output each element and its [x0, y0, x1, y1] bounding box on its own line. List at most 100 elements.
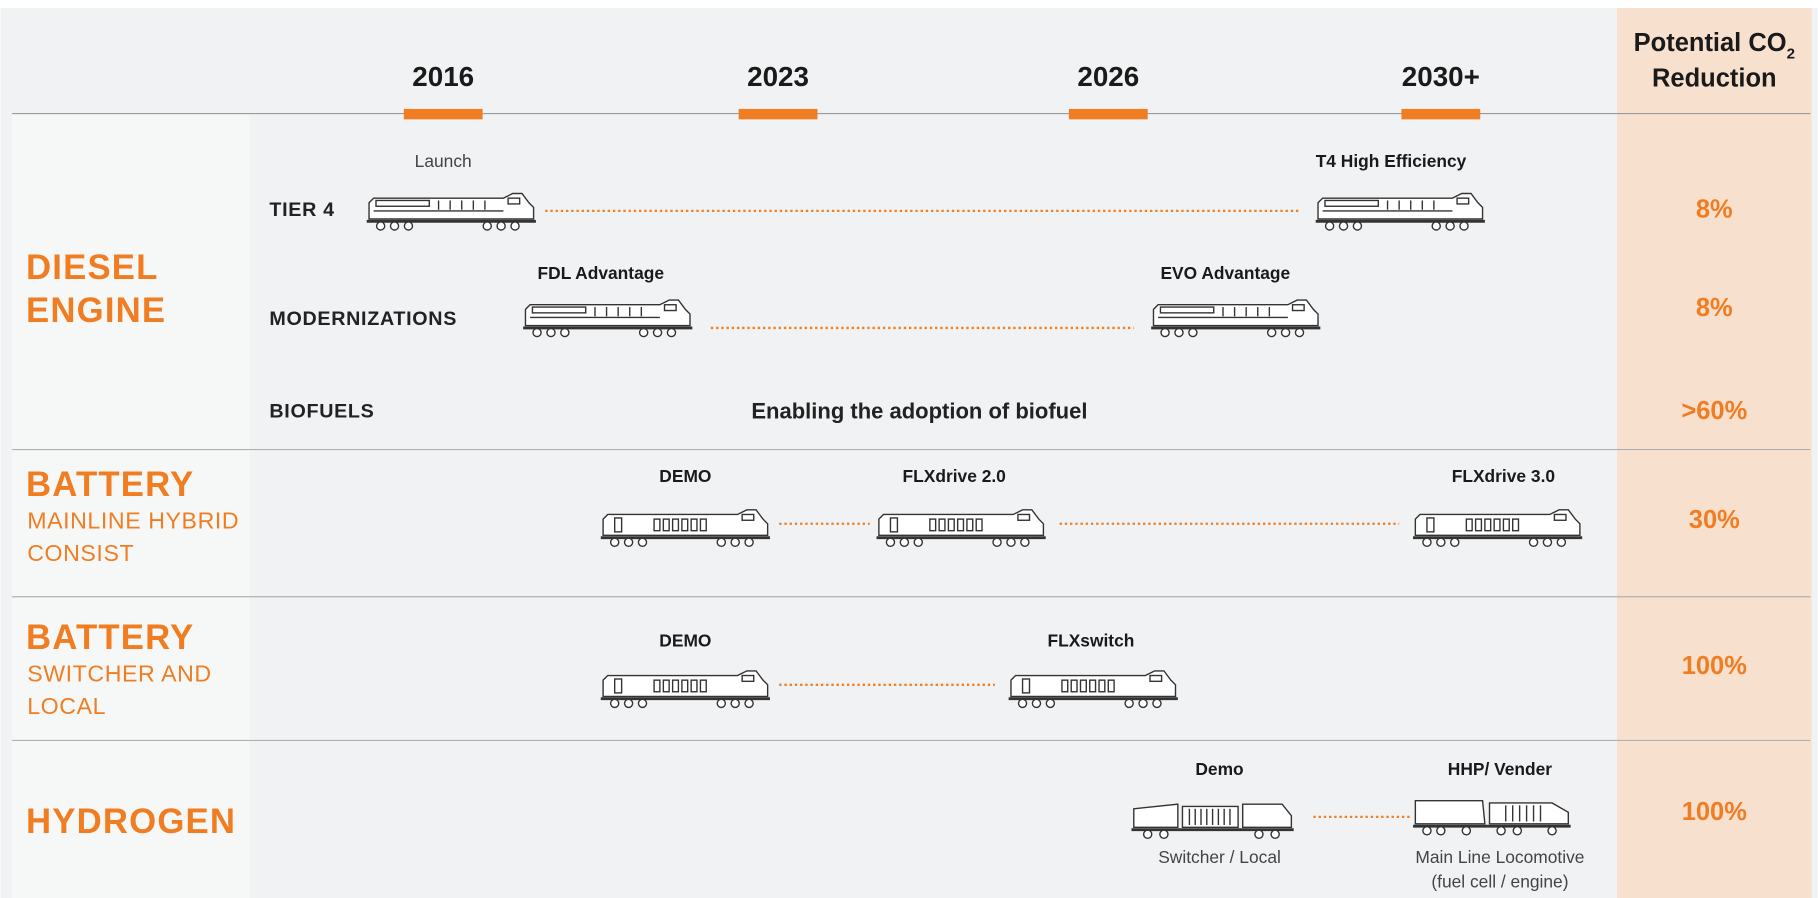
icon-wheel — [377, 222, 385, 230]
row-label: MODERNIZATIONS — [269, 308, 457, 330]
icon-wheel — [1153, 699, 1161, 707]
icon-wheel — [1353, 222, 1361, 230]
year-marker — [1401, 109, 1480, 119]
icon-wheel — [561, 328, 569, 336]
icon-wheel — [1423, 827, 1431, 835]
icon-wheel — [533, 328, 541, 336]
milestone-label: Demo — [1195, 759, 1243, 779]
icon-wheel — [717, 538, 725, 546]
milestone-label: Launch — [415, 151, 472, 171]
icon-wheel — [1497, 827, 1505, 835]
page: Potential CO2 Reduction 2016202320262030… — [0, 0, 1818, 898]
icon-wheel — [1175, 328, 1183, 336]
roadmap: Potential CO2 Reduction 2016202320262030… — [0, 0, 1818, 898]
icon-wheel — [1018, 699, 1026, 707]
milestone-label: FLXdrive 2.0 — [903, 466, 1006, 486]
icon-wheel — [611, 699, 619, 707]
icon-wheel — [993, 538, 1001, 546]
year-label: 2026 — [1077, 61, 1139, 92]
section-title: ENGINE — [26, 292, 166, 330]
icon-wheel — [1160, 830, 1168, 838]
icon-wheel — [640, 328, 648, 336]
icon-wheel — [1423, 538, 1431, 546]
reduction-value: >60% — [1681, 397, 1747, 425]
icon-wheel — [1268, 328, 1276, 336]
icon-wheel — [1046, 699, 1054, 707]
section-title: BATTERY — [26, 466, 194, 504]
icon-wheel — [611, 538, 619, 546]
icon-wheel — [717, 699, 725, 707]
icon-wheel — [1139, 699, 1147, 707]
milestone-label: DEMO — [659, 631, 711, 651]
icon-wheel — [1460, 222, 1468, 230]
icon-wheel — [745, 538, 753, 546]
icon-wheel — [1513, 827, 1521, 835]
reduction-value: 100% — [1682, 652, 1747, 680]
icon-wheel — [731, 699, 739, 707]
section-subtitle: CONSIST — [27, 540, 134, 566]
milestone-caption: Main Line Locomotive — [1415, 847, 1584, 867]
year-label: 2023 — [747, 61, 809, 92]
section-subtitle: LOCAL — [27, 693, 106, 719]
icon-wheel — [1125, 699, 1133, 707]
icon-wheel — [1282, 328, 1290, 336]
section-title: DIESEL — [26, 249, 158, 287]
icon-wheel — [1295, 328, 1303, 336]
year-marker — [739, 109, 818, 119]
icon-wheel — [625, 538, 633, 546]
icon-wheel — [1548, 827, 1556, 835]
icon-wheel — [1161, 328, 1169, 336]
section-subtitle: SWITCHER AND — [27, 661, 212, 687]
row-label: BIOFUELS — [269, 401, 374, 423]
milestone-label: FDL Advantage — [538, 263, 665, 283]
icon-wheel — [625, 699, 633, 707]
milestone-caption: (fuel cell / engine) — [1431, 872, 1568, 892]
icon-wheel — [404, 222, 412, 230]
icon-wheel — [1032, 699, 1040, 707]
icon-wheel — [1462, 827, 1470, 835]
milestone-label: DEMO — [659, 466, 711, 486]
icon-wheel — [1529, 538, 1537, 546]
milestone-label: HHP/ Vender — [1448, 759, 1553, 779]
icon-wheel — [1189, 328, 1197, 336]
reduction-value: 8% — [1696, 196, 1733, 224]
icon-wheel — [1451, 538, 1459, 546]
reduction-title: Reduction — [1652, 65, 1777, 93]
year-label: 2030+ — [1402, 61, 1480, 92]
icon-wheel — [1446, 222, 1454, 230]
icon-wheel — [1557, 538, 1565, 546]
icon-wheel — [638, 699, 646, 707]
milestone-label: T4 High Efficiency — [1316, 151, 1467, 171]
section-subtitle: MAINLINE HYBRID — [27, 508, 239, 534]
icon-wheel — [745, 699, 753, 707]
year-marker — [404, 109, 483, 119]
icon-wheel — [638, 538, 646, 546]
milestone-caption: Switcher / Local — [1158, 847, 1281, 867]
icon-wheel — [511, 222, 519, 230]
icon-wheel — [1271, 830, 1279, 838]
icon-wheel — [654, 328, 662, 336]
milestone-label: FLXswitch — [1047, 631, 1134, 651]
icon-wheel — [1543, 538, 1551, 546]
icon-wheel — [1144, 830, 1152, 838]
icon-wheel — [390, 222, 398, 230]
icon-wheel — [914, 538, 922, 546]
reduction-value: 30% — [1689, 506, 1740, 534]
icon-wheel — [1432, 222, 1440, 230]
icon-wheel — [1255, 830, 1263, 838]
icon-wheel — [1007, 538, 1015, 546]
icon-wheel — [731, 538, 739, 546]
reduction-title-text: Potential CO — [1634, 29, 1787, 57]
section-title: HYDROGEN — [26, 803, 236, 841]
milestone-label: FLXdrive 3.0 — [1452, 466, 1555, 486]
icon-body — [1415, 801, 1568, 824]
icon-wheel — [1437, 538, 1445, 546]
icon-wheel — [497, 222, 505, 230]
row-note: Enabling the adoption of biofuel — [751, 398, 1087, 423]
icon-wheel — [900, 538, 908, 546]
year-marker — [1069, 109, 1148, 119]
icon-wheel — [1326, 222, 1334, 230]
icon-wheel — [1339, 222, 1347, 230]
reduction-subscript: 2 — [1787, 45, 1795, 62]
icon-wheel — [547, 328, 555, 336]
